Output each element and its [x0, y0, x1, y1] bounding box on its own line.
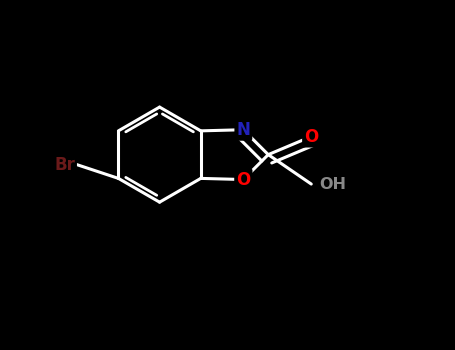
Text: OH: OH	[319, 176, 346, 191]
Text: O: O	[236, 170, 250, 189]
Text: Br: Br	[54, 156, 75, 174]
Text: N: N	[237, 121, 250, 139]
Text: O: O	[304, 127, 318, 146]
